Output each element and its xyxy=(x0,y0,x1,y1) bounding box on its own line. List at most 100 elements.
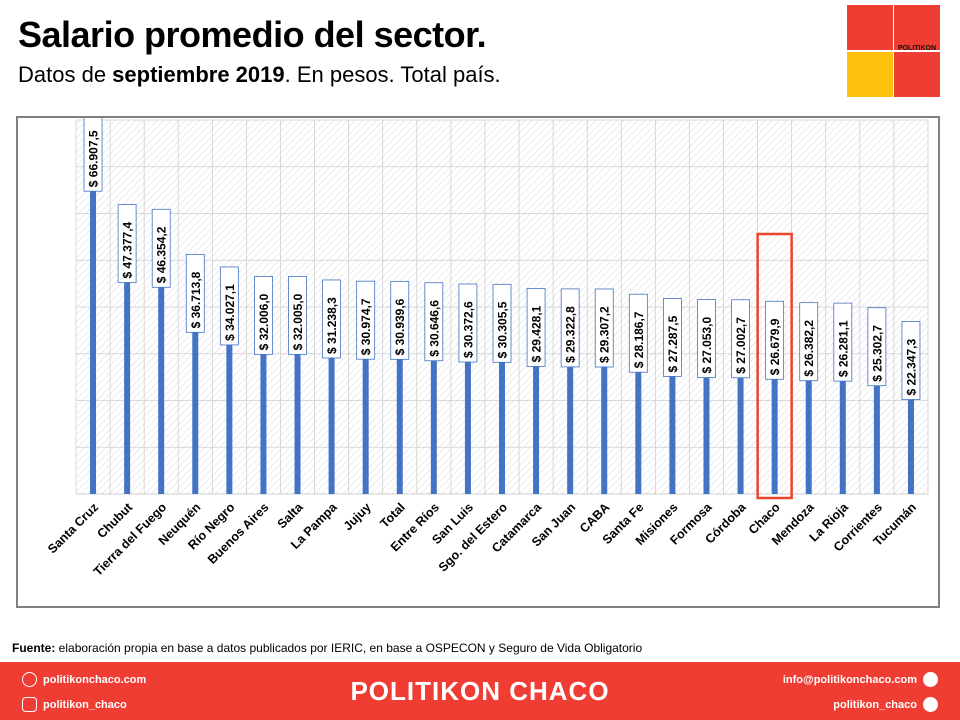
data-label: $ 26.679,9 xyxy=(768,318,782,375)
bar-santa-cruz xyxy=(90,181,97,494)
footer-website[interactable]: politikonchaco.com xyxy=(22,672,146,687)
data-label: $ 26.281,1 xyxy=(836,320,850,377)
data-label: $ 29.428,1 xyxy=(530,305,544,362)
bar-jujuy xyxy=(362,349,369,494)
bar-san-juan xyxy=(567,356,574,494)
data-label: $ 66.907,5 xyxy=(87,130,101,187)
bar-neuqu-n xyxy=(192,322,199,494)
data-label: $ 29.307,2 xyxy=(598,306,612,363)
data-label: $ 26.382,2 xyxy=(802,320,816,377)
subtitle-suffix: . En pesos. Total país. xyxy=(284,62,501,87)
footer-email-text: info@politikonchaco.com xyxy=(782,673,917,686)
logo-text: POLITIKON xyxy=(897,45,937,52)
category-label: Buenos Aires xyxy=(205,500,272,567)
data-label: $ 27.053,0 xyxy=(700,316,714,373)
data-label-box xyxy=(867,307,887,387)
source-label: Fuente: xyxy=(12,641,56,655)
data-label-box xyxy=(458,283,478,363)
bar-chubut xyxy=(124,272,131,494)
data-label: $ 30.974,7 xyxy=(359,298,373,355)
footer-email[interactable]: info@politikonchaco.com xyxy=(783,672,938,687)
data-label: $ 27.287,5 xyxy=(666,315,680,372)
data-label-box xyxy=(663,298,682,377)
subtitle-date: septiembre 2019 xyxy=(112,62,285,87)
bar-mendoza xyxy=(805,370,812,494)
data-label-box xyxy=(356,280,376,360)
bar-buenos-aires xyxy=(260,344,267,494)
data-label-box xyxy=(254,275,273,355)
bar-catamarca xyxy=(533,356,540,494)
logo-square-top-right xyxy=(894,5,940,50)
data-label-box xyxy=(185,253,205,333)
data-label: $ 30.939,6 xyxy=(393,298,407,355)
subtitle-prefix: Datos de xyxy=(18,62,113,87)
instagram-icon xyxy=(22,697,37,712)
category-label: Santa Cruz xyxy=(45,500,101,556)
twitter-icon xyxy=(923,697,938,712)
data-label: $ 46.354,2 xyxy=(155,226,169,283)
data-label-box xyxy=(526,288,546,367)
footer-instagram-text: politikon_chaco xyxy=(43,698,127,711)
data-label-box xyxy=(697,299,716,378)
footer-bar: politikonchaco.com politikon_chaco POLIT… xyxy=(0,662,960,720)
data-label-box xyxy=(765,300,785,380)
data-label: $ 22.347,3 xyxy=(904,338,918,395)
page-subtitle: Datos de septiembre 2019. En pesos. Tota… xyxy=(18,62,501,88)
page-title: Salario promedio del sector. xyxy=(18,14,487,55)
bar-total xyxy=(396,349,403,494)
source-text: elaboración propia en base a datos publi… xyxy=(55,641,643,655)
footer-website-text: politikonchaco.com xyxy=(43,673,147,686)
bar-san-luis xyxy=(464,352,471,494)
data-label: $ 27.002,7 xyxy=(734,317,748,374)
footer-twitter[interactable]: politikon_chaco xyxy=(833,697,938,712)
data-label-box xyxy=(799,302,819,382)
data-label: $ 25.302,7 xyxy=(870,325,884,382)
data-label: $ 32.005,0 xyxy=(291,293,305,350)
bar-entre-r-os xyxy=(430,350,437,494)
bar-tierra-del-fuego xyxy=(158,277,165,494)
data-label-box xyxy=(731,299,750,379)
data-label-box xyxy=(628,293,648,373)
data-label: $ 32.006,0 xyxy=(257,293,271,350)
data-label: $ 30.372,6 xyxy=(461,301,475,358)
data-label: $ 31.238,3 xyxy=(325,297,339,354)
data-label: $ 28.186,7 xyxy=(632,311,646,368)
bar-c-rdoba xyxy=(737,367,744,494)
bar-la-pampa xyxy=(328,347,335,494)
globe-icon xyxy=(22,672,37,687)
bar-corrientes xyxy=(873,375,880,494)
footer-twitter-text: politikon_chaco xyxy=(833,698,917,711)
data-label-box xyxy=(288,275,307,355)
bar-r-o-negro xyxy=(226,334,233,494)
footer-brand: POLITIKON CHACO xyxy=(350,676,610,706)
category-label: Salta xyxy=(275,499,307,531)
data-label-box xyxy=(151,208,171,288)
data-label-box xyxy=(390,280,410,360)
bar-salta xyxy=(294,344,301,494)
data-label: $ 36.713,8 xyxy=(189,271,203,328)
bar-caba xyxy=(601,356,608,494)
data-label-box xyxy=(219,266,239,346)
category-label: Jujuy xyxy=(341,500,374,533)
bar-la-rioja xyxy=(839,371,846,494)
data-label-box xyxy=(117,204,137,283)
highlight-frame-chaco xyxy=(756,232,793,500)
data-label-box xyxy=(594,288,614,368)
data-label: $ 29.322,8 xyxy=(564,306,578,363)
bar-chaco xyxy=(771,369,778,494)
logo-square-top-left xyxy=(847,5,893,50)
footer-instagram[interactable]: politikon_chaco xyxy=(22,697,127,712)
chart-frame: $ 66.907,5 Santa Cruz $ 47.377,4 Chubut $ 46… xyxy=(16,116,940,608)
logo-square-bottom-right xyxy=(894,52,940,97)
bar-formosa xyxy=(703,367,710,494)
politikon-logo: POLITIKON xyxy=(847,5,940,97)
data-label: $ 30.646,6 xyxy=(427,300,441,357)
data-label-box xyxy=(833,302,853,382)
bar-sgo-del-estero xyxy=(499,352,505,494)
data-label-box xyxy=(492,283,512,363)
bar-santa-fe xyxy=(635,362,642,494)
mail-icon xyxy=(923,672,938,687)
data-label: $ 47.377,4 xyxy=(121,221,135,278)
data-label-box xyxy=(560,288,580,368)
